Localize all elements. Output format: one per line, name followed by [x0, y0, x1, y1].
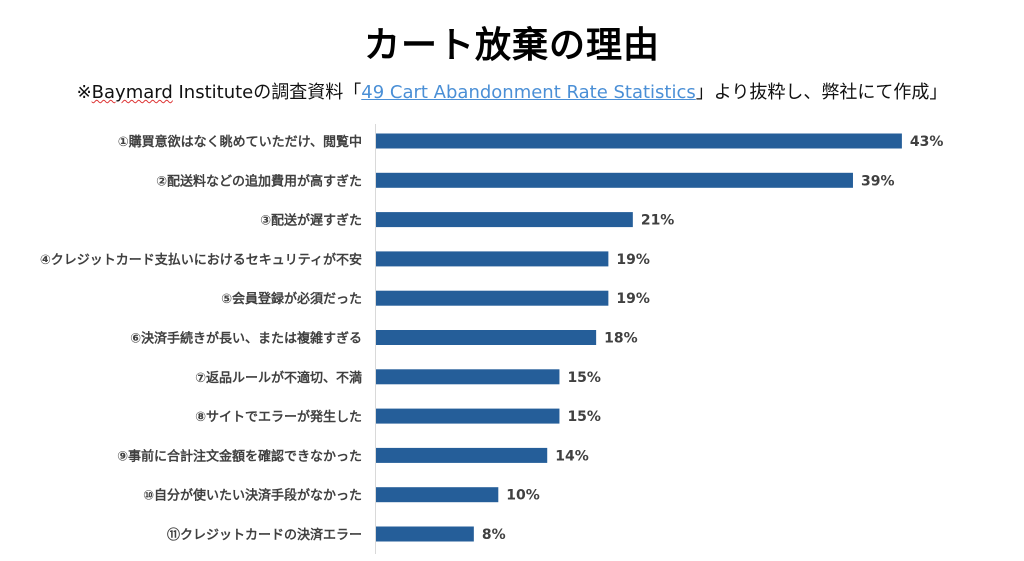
- bar: [376, 447, 548, 463]
- subtitle-suffix: 」より抜粋し、弊社にて作成」: [695, 82, 948, 103]
- bar: [376, 408, 560, 424]
- category-label: ⑦返品ルールが不適切、不満: [195, 370, 362, 386]
- data-label: 15%: [567, 409, 601, 425]
- bar: [376, 290, 609, 306]
- subtitle-mid: Instituteの調査資料「: [172, 82, 362, 103]
- chart-subtitle: ※Baymard Instituteの調査資料「49 Cart Abandonm…: [0, 78, 1024, 104]
- subtitle-prefix: ※: [76, 82, 92, 103]
- bar: [376, 330, 597, 345]
- subtitle-brand: Baymard: [91, 82, 173, 103]
- data-label: 10%: [506, 488, 540, 504]
- data-label: 18%: [604, 331, 638, 347]
- data-label: 19%: [616, 252, 650, 268]
- source-link[interactable]: 49 Cart Abandonment Rate Statistics: [361, 82, 696, 103]
- data-label: 15%: [567, 370, 601, 386]
- data-label: 21%: [641, 213, 675, 229]
- bar: [376, 251, 609, 267]
- chart-title: カート放棄の理由: [363, 25, 660, 66]
- category-label: ③配送が遅すぎた: [260, 213, 362, 229]
- category-label: ⑧サイトでエラーが発生した: [195, 409, 362, 425]
- category-label: ⑪クレジットカードの決済エラー: [167, 527, 362, 543]
- data-label: 19%: [616, 291, 650, 307]
- data-label: 39%: [861, 173, 895, 189]
- category-label: ⑤会員登録が必須だった: [221, 291, 362, 307]
- data-label: 8%: [482, 527, 506, 543]
- bar: [376, 133, 902, 149]
- data-label: 14%: [555, 448, 589, 464]
- bar: [376, 487, 499, 503]
- category-label: ⑩自分が使いたい決済手段がなかった: [143, 488, 362, 504]
- category-label: ②配送料などの追加費用が高すぎた: [156, 173, 362, 189]
- bar: [376, 172, 853, 188]
- data-label: 43%: [910, 134, 944, 150]
- category-label: ⑥決済手続きが長い、または複雑すぎる: [130, 331, 362, 347]
- bar: [376, 369, 560, 385]
- category-label: ①購買意欲はなく眺めていただけ、閲覧中: [118, 134, 362, 150]
- category-label: ④クレジットカード支払いにおけるセキュリティが不安: [40, 252, 362, 268]
- category-label: ⑨事前に合計注文金額を確認できなかった: [117, 448, 362, 464]
- bar: [376, 212, 633, 228]
- bar: [376, 526, 474, 542]
